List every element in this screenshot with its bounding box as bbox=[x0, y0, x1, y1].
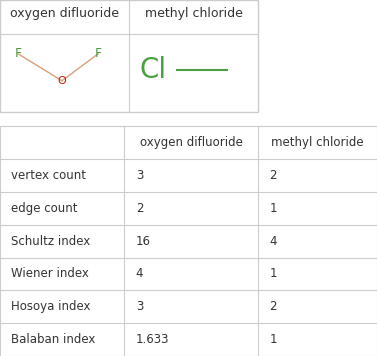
Text: F: F bbox=[15, 47, 21, 60]
Text: 4: 4 bbox=[270, 235, 277, 248]
Text: oxygen difluoride: oxygen difluoride bbox=[10, 7, 119, 20]
Text: O: O bbox=[58, 76, 66, 86]
Text: oxygen difluoride: oxygen difluoride bbox=[140, 136, 243, 149]
Text: vertex count: vertex count bbox=[11, 169, 86, 182]
Text: 1.633: 1.633 bbox=[136, 333, 169, 346]
Text: 3: 3 bbox=[136, 300, 143, 313]
Text: 2: 2 bbox=[270, 169, 277, 182]
Text: 1: 1 bbox=[270, 333, 277, 346]
Text: Cl: Cl bbox=[139, 56, 167, 84]
Text: Hosoya index: Hosoya index bbox=[11, 300, 91, 313]
Text: methyl chloride: methyl chloride bbox=[145, 7, 243, 20]
Text: edge count: edge count bbox=[11, 202, 78, 215]
Text: 1: 1 bbox=[270, 267, 277, 281]
Text: Schultz index: Schultz index bbox=[11, 235, 90, 248]
Text: 2: 2 bbox=[136, 202, 143, 215]
Text: 1: 1 bbox=[270, 202, 277, 215]
Text: Wiener index: Wiener index bbox=[11, 267, 89, 281]
Text: 16: 16 bbox=[136, 235, 151, 248]
Text: Balaban index: Balaban index bbox=[11, 333, 96, 346]
Text: 3: 3 bbox=[136, 169, 143, 182]
Text: 4: 4 bbox=[136, 267, 143, 281]
Text: methyl chloride: methyl chloride bbox=[271, 136, 364, 149]
Text: F: F bbox=[95, 47, 102, 60]
Text: 2: 2 bbox=[270, 300, 277, 313]
